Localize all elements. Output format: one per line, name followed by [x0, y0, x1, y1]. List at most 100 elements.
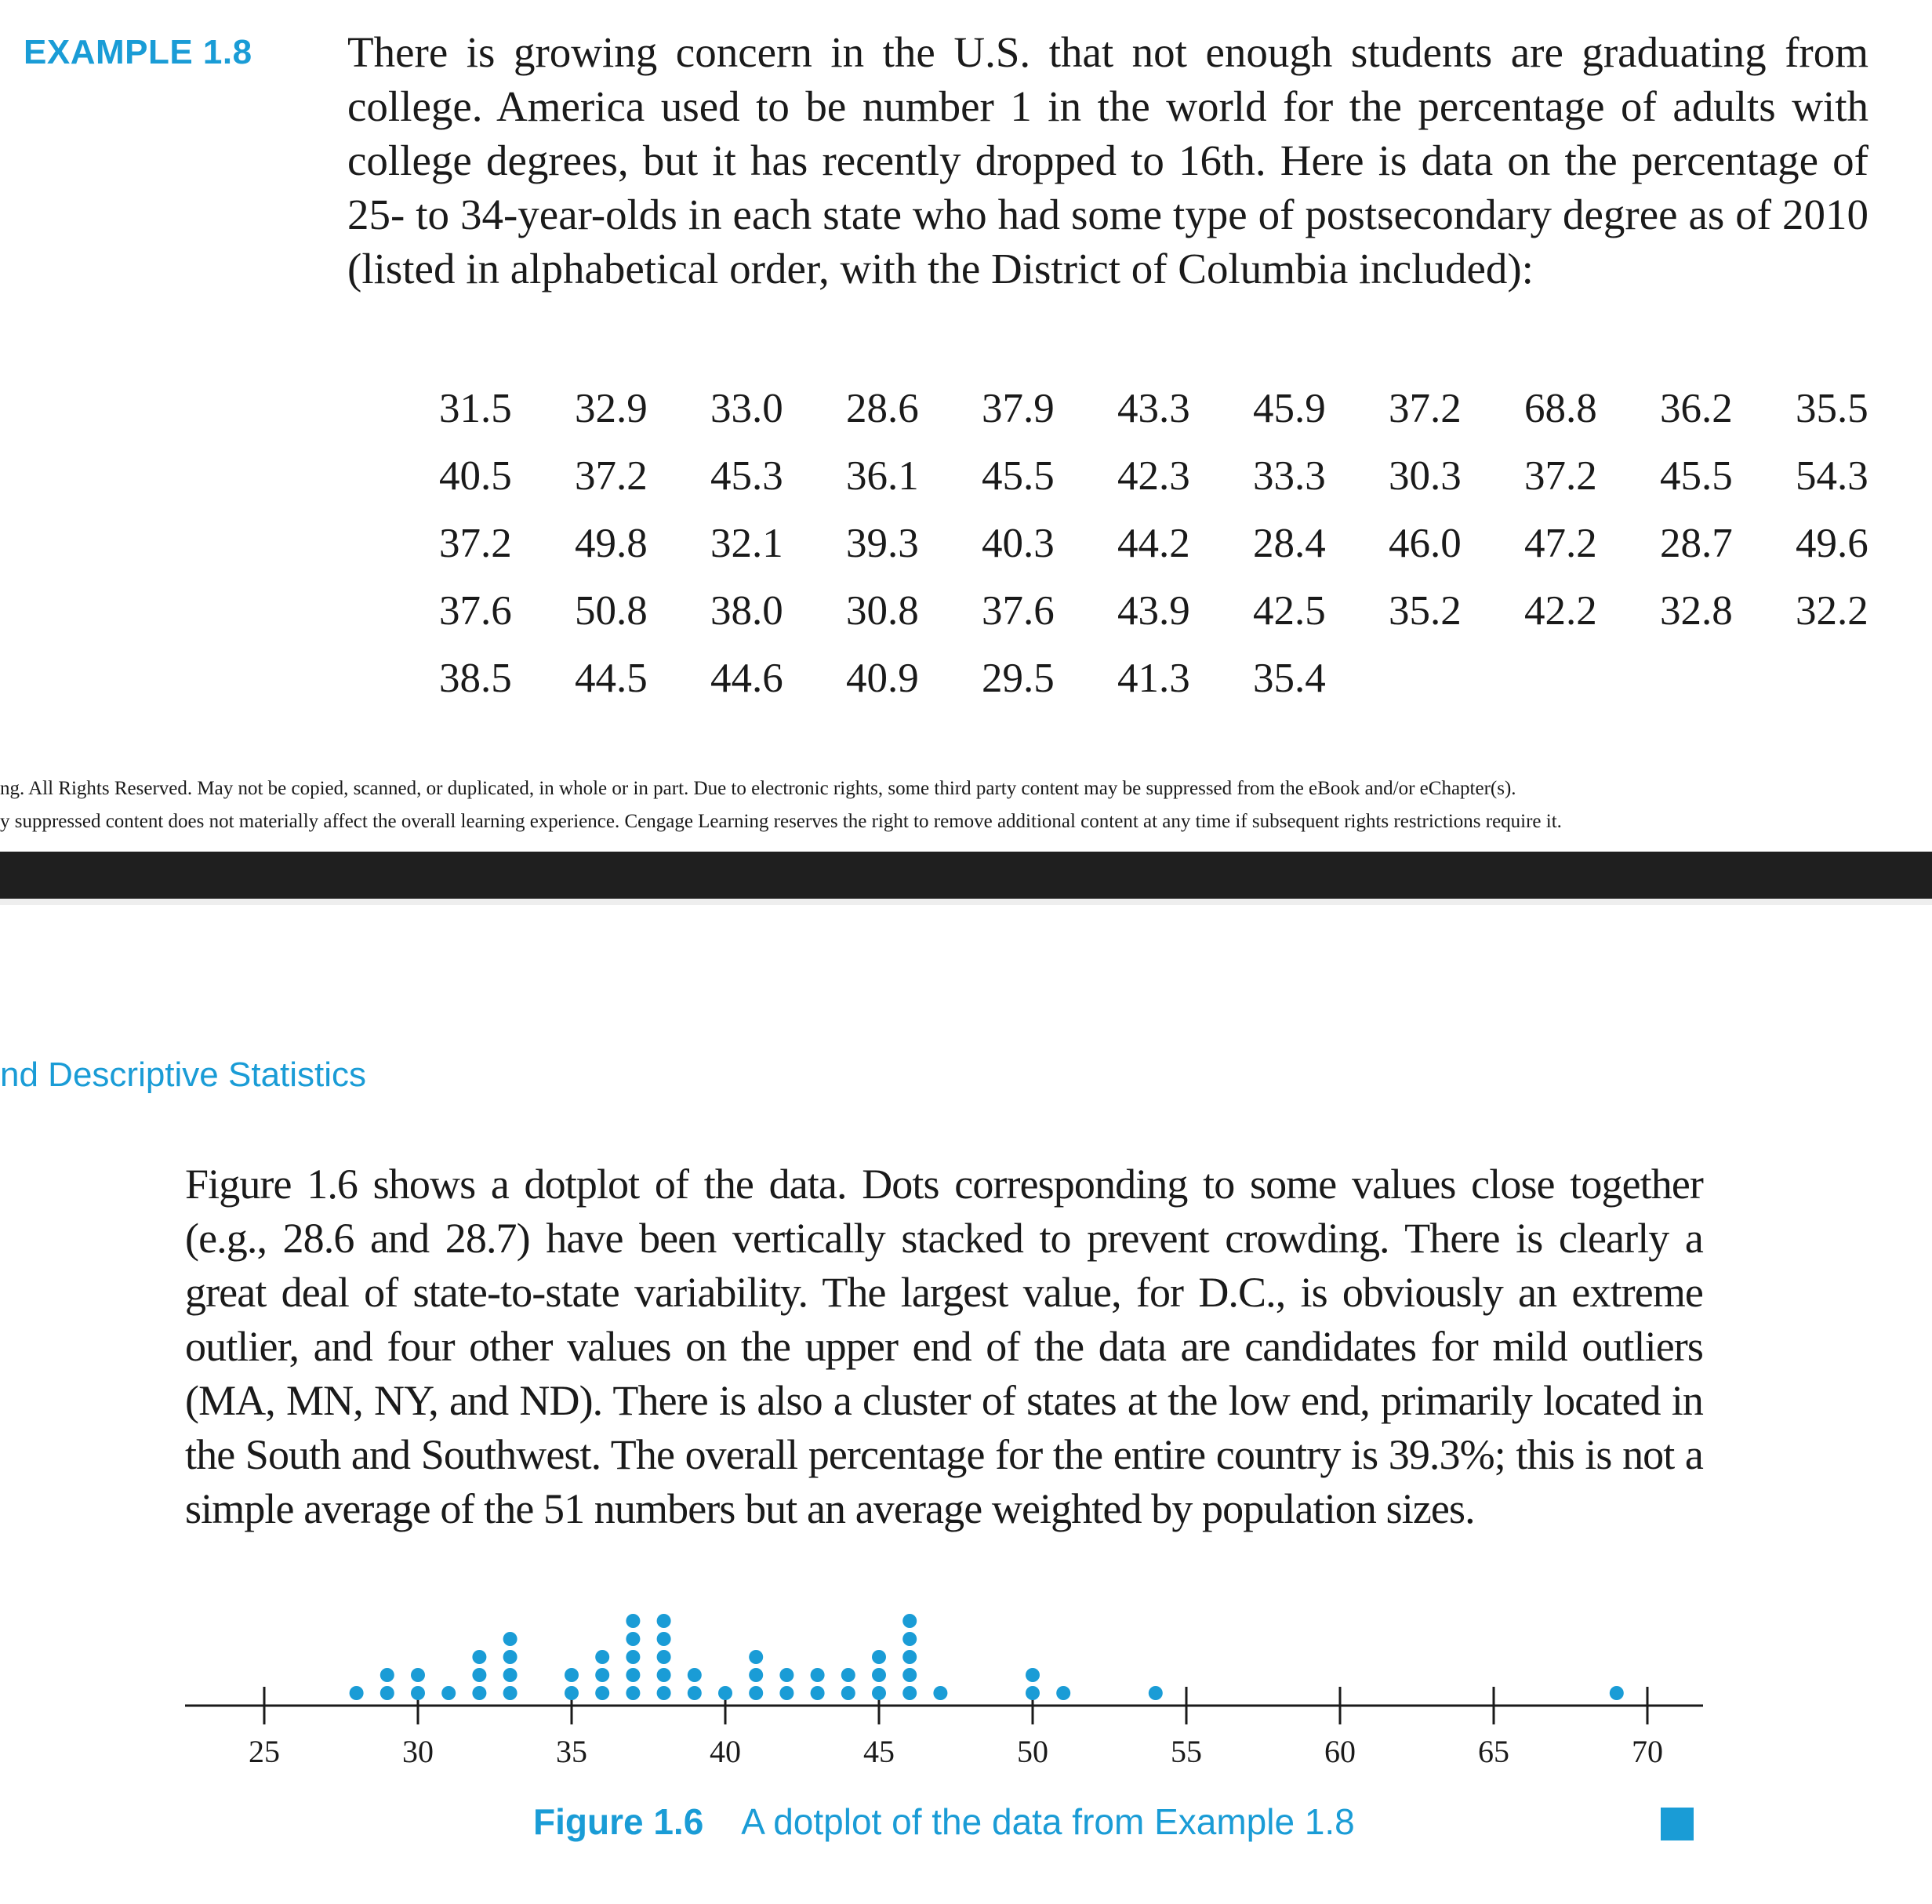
dotplot-ticks: 25 30 35 40 45 50 55 60 65 70: [249, 1687, 1663, 1769]
dotplot-point: [472, 1650, 487, 1664]
page-divider-bar: [0, 852, 1932, 899]
dotplot-point: [902, 1668, 917, 1682]
dotplot-point: [656, 1650, 671, 1664]
dotplot-point: [902, 1614, 917, 1628]
data-cell: 45.5: [982, 453, 1055, 499]
data-cell: 39.3: [846, 521, 919, 566]
dotplot-point: [503, 1668, 518, 1682]
dotplot-point: [779, 1668, 794, 1682]
dotplot-point: [595, 1668, 610, 1682]
dotplot-point: [503, 1686, 518, 1700]
data-cell: 38.0: [710, 588, 783, 634]
dotplot-point: [1026, 1686, 1040, 1700]
data-cell: 40.5: [439, 453, 512, 499]
dotplot-point: [872, 1668, 886, 1682]
dotplot-point: [380, 1668, 394, 1682]
data-row: 37.2 49.8 32.1 39.3 40.3 44.2 28.4 46.0 47.2 28.7…: [439, 510, 1931, 577]
data-cell: 68.8: [1524, 386, 1597, 431]
data-cell: 35.4: [1253, 656, 1326, 701]
tick-label: 55: [1171, 1734, 1202, 1769]
data-cell: 49.6: [1796, 521, 1868, 566]
data-cell: 37.2: [1524, 453, 1597, 499]
dotplot-point: [718, 1686, 732, 1700]
data-cell: 33.0: [710, 386, 783, 431]
dotplot-point: [349, 1686, 364, 1700]
data-cell: 33.3: [1253, 453, 1326, 499]
dotplot-point: [656, 1632, 671, 1646]
data-cell: 28.6: [846, 386, 919, 431]
dotplot-point: [626, 1686, 641, 1700]
data-cell: 40.3: [982, 521, 1055, 566]
tick-label: 40: [710, 1734, 741, 1769]
figure-caption-text: A dotplot of the data from Example 1.8: [741, 1801, 1355, 1842]
tick-label: 65: [1478, 1734, 1509, 1769]
dotplot-point: [503, 1632, 518, 1646]
data-cell: 44.5: [575, 656, 648, 701]
data-cell: 32.1: [710, 521, 783, 566]
data-cell: 37.9: [982, 386, 1055, 431]
data-row: 37.6 50.8 38.0 30.8 37.6 43.9 42.5 35.2 42.2 32.8…: [439, 577, 1931, 645]
dotplot-point: [411, 1668, 425, 1682]
dotplot-point: [779, 1686, 794, 1700]
data-cell: 45.3: [710, 453, 783, 499]
copyright-line-1: ng. All Rights Reserved. May not be copi…: [0, 778, 1516, 799]
dotplot-point: [1056, 1686, 1071, 1700]
dotplot-point: [902, 1650, 917, 1664]
dotplot-point: [626, 1668, 641, 1682]
dotplot-point: [872, 1650, 886, 1664]
dotplot-point: [810, 1686, 825, 1700]
dotplot-point: [565, 1686, 579, 1700]
dotplot-point: [411, 1686, 425, 1700]
data-cell: 42.5: [1253, 588, 1326, 634]
dotplot-point: [902, 1686, 917, 1700]
example-label: EXAMPLE 1.8: [24, 33, 252, 71]
dotplot-point: [749, 1650, 764, 1664]
dotplot-point: [810, 1668, 825, 1682]
example-intro-text: There is growing concern in the U.S. tha…: [347, 28, 1868, 293]
dotplot-point: [841, 1686, 855, 1700]
dotplot-point: [656, 1686, 671, 1700]
dotplot-point: [565, 1668, 579, 1682]
dotplot-chart: 25 30 35 40 45 50 55 60 65 70: [185, 1614, 1703, 1769]
data-cell: 35.5: [1796, 386, 1868, 431]
tick-label: 70: [1632, 1734, 1663, 1769]
data-cell: 32.2: [1796, 588, 1868, 634]
dotplot-dots: [349, 1614, 1624, 1700]
tick-label: 45: [863, 1734, 895, 1769]
dotplot-point: [626, 1650, 641, 1664]
dotplot-point: [1026, 1668, 1040, 1682]
data-row: 40.5 37.2 45.3 36.1 45.5 42.3 33.3 30.3 37.2 45.5…: [439, 442, 1931, 510]
figure-number: Figure 1.6: [533, 1801, 704, 1842]
tick-label: 60: [1324, 1734, 1356, 1769]
dotplot-point: [656, 1614, 671, 1628]
tick-label: 35: [556, 1734, 587, 1769]
data-row: 38.5 44.5 44.6 40.9 29.5 41.3 35.4: [439, 645, 1931, 712]
dotplot-point: [441, 1686, 456, 1700]
dotplot-point: [503, 1650, 518, 1664]
dotplot-point: [595, 1686, 610, 1700]
dotplot-point: [1148, 1686, 1163, 1700]
data-cell: 50.8: [575, 588, 648, 634]
data-cell: 37.2: [1389, 386, 1462, 431]
data-cell: 37.2: [575, 453, 648, 499]
data-cell: 42.2: [1524, 588, 1597, 634]
dotplot-point: [902, 1632, 917, 1646]
dotplot-point: [472, 1686, 487, 1700]
dotplot-point: [687, 1686, 702, 1700]
running-head: nd Descriptive Statistics: [0, 1056, 367, 1094]
tick-label: 25: [249, 1734, 280, 1769]
tick-label: 50: [1017, 1734, 1048, 1769]
data-cell: 40.9: [846, 656, 919, 701]
data-cell: 28.4: [1253, 521, 1326, 566]
data-cell: 43.9: [1117, 588, 1190, 634]
dotplot-point: [872, 1686, 886, 1700]
data-cell: 46.0: [1389, 521, 1462, 566]
dotplot-point: [687, 1668, 702, 1682]
data-cell: 47.2: [1524, 521, 1597, 566]
data-cell: 28.7: [1660, 521, 1733, 566]
figure-caption: Figure 1.6 A dotplot of the data from Exa…: [533, 1800, 1355, 1843]
dotplot-point: [626, 1614, 641, 1628]
dotplot-point: [749, 1686, 764, 1700]
data-cell: 43.3: [1117, 386, 1190, 431]
data-cell: 31.5: [439, 386, 512, 431]
